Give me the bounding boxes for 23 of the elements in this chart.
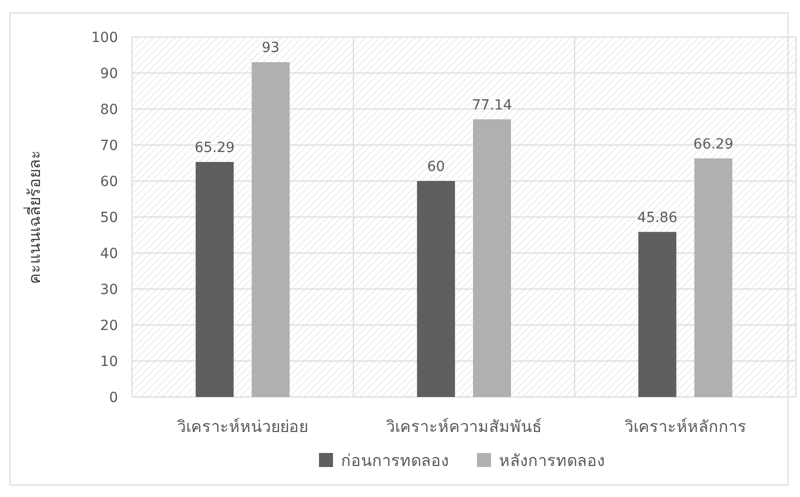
y-tick: 40: [100, 246, 118, 262]
y-tick: 80: [100, 102, 118, 118]
y-tick: 30: [100, 282, 118, 298]
y-tick: 10: [100, 354, 118, 370]
y-tick: 60: [100, 174, 118, 190]
y-tick: 90: [100, 66, 118, 82]
y-tick: 20: [100, 318, 118, 334]
data-label: 77.14: [472, 97, 512, 114]
data-label: 65.29: [194, 140, 235, 156]
legend-label: หลังการทดลอง: [499, 451, 605, 470]
y-label: คะแนนเฉลี่ยร้อยละ: [25, 150, 44, 284]
legend-label: ก่อนการทดลอง: [341, 451, 449, 470]
data-label: 93: [262, 40, 280, 56]
y-tick: 70: [100, 138, 118, 154]
y-tick: 0: [109, 390, 118, 406]
x-tick: วิเคราะห์หน่วยย่อย: [177, 417, 308, 436]
x-tick: วิเคราะห์หลักการ: [624, 417, 746, 436]
x-tick: วิเคราะห์ความสัมพันธ์: [386, 417, 542, 436]
y-tick: 50: [100, 210, 118, 226]
data-label: 45.86: [637, 210, 678, 226]
data-label: 60: [427, 159, 445, 175]
y-tick: 100: [91, 30, 118, 46]
data-label: 66.29: [693, 136, 734, 152]
